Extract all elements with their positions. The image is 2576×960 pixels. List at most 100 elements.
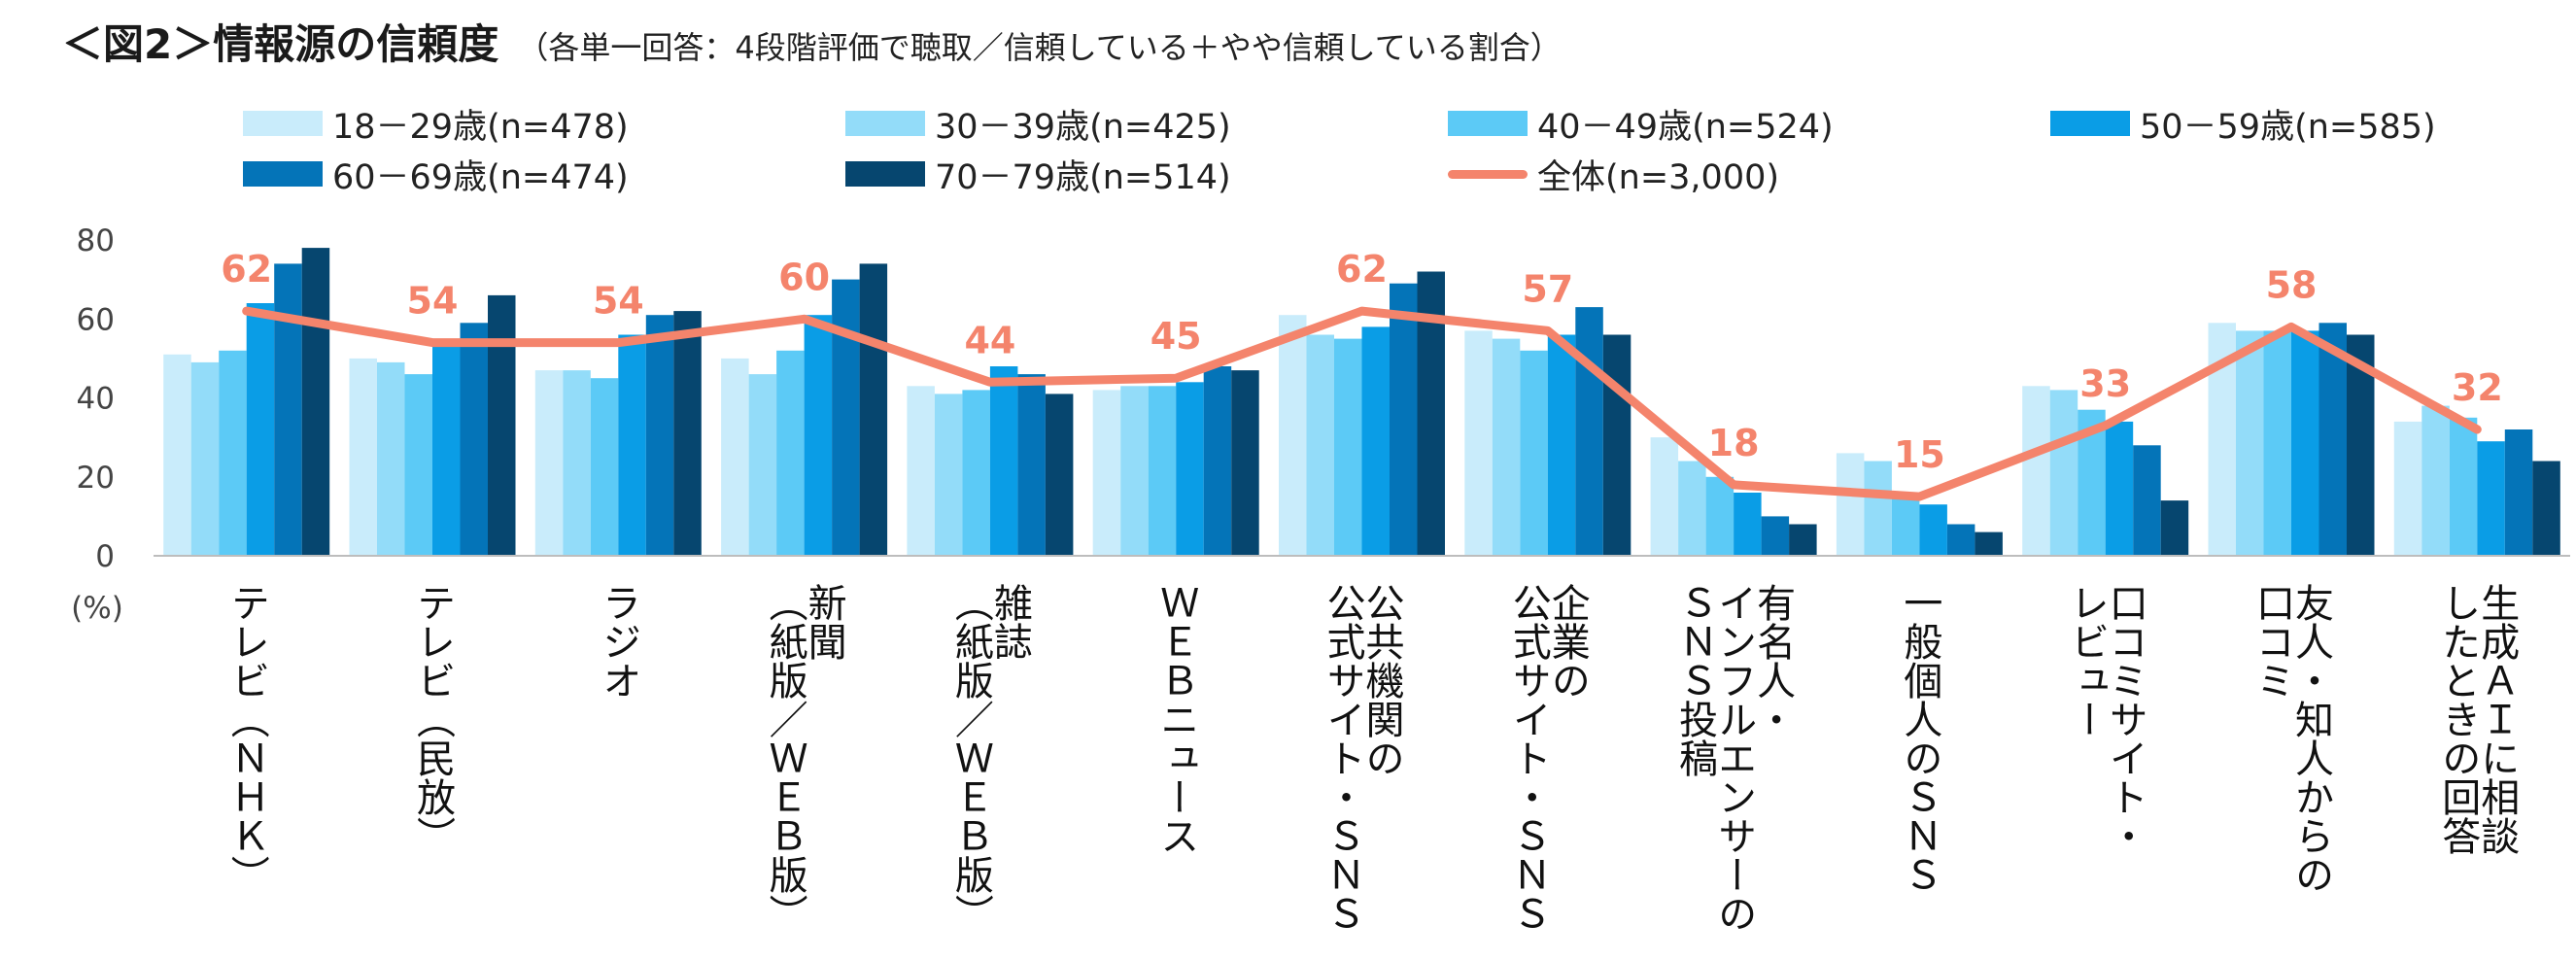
legend-swatch (845, 111, 925, 136)
total-data-label: 58 (2266, 263, 2318, 306)
category-label: 公式サイト・ＳＮＳ (1321, 583, 1365, 933)
bar (163, 354, 191, 556)
bar (1231, 370, 1259, 556)
bar (2532, 461, 2560, 556)
bar (2022, 386, 2050, 556)
bar (2449, 417, 2478, 556)
bar (934, 394, 963, 556)
bar (721, 358, 749, 556)
bar (2477, 441, 2505, 556)
total-data-label: 54 (593, 280, 644, 323)
category-label: テレビ（民放） (410, 583, 456, 855)
total-line (242, 306, 2482, 501)
total-data-label: 62 (221, 248, 272, 291)
bar (274, 263, 302, 556)
chart-title: ＜図2＞情報源の信頼度 （各単一回答：4段階評価で聴取／信頼している＋やや信頼し… (62, 12, 1562, 71)
legend-label: 18－29歳(n=478) (332, 107, 629, 147)
category-label: ＷＥＢニュース (1153, 583, 1198, 855)
bar (1705, 476, 1735, 557)
category-label: （紙版／ＷＥＢ版） (763, 583, 808, 933)
bar (1520, 350, 1548, 557)
category-label: インフルエンサーの (1711, 583, 1756, 933)
category-label: 企業の (1545, 583, 1590, 700)
legend: 18－29歳(n=478) 30－39歳(n=425) 40－49歳(n=524… (243, 99, 2536, 206)
bar (2393, 421, 2422, 556)
legend-swatch (845, 161, 925, 187)
total-data-label: 44 (964, 319, 1015, 361)
legend-item-70-79: 70－79歳(n=514) (845, 150, 1231, 198)
bar (1575, 307, 1603, 556)
legend-swatch (243, 111, 323, 136)
category-label: 一般個人のＳＮＳ (1897, 583, 1942, 894)
category-label: 生成ＡＩに相談 (2474, 583, 2519, 855)
category-label: レビュー (2064, 583, 2109, 738)
category-label: 新聞 (802, 583, 846, 661)
legend-label: 30－39歳(n=425) (935, 107, 1231, 147)
legend-item-total: 全体(n=3,000) (1448, 150, 1779, 198)
category-label: ＳＮＳ投稿 (1672, 583, 1717, 777)
bar (2105, 421, 2134, 556)
legend-line (1448, 169, 1528, 179)
category-label: 雑誌 (987, 583, 1032, 661)
bar (2421, 405, 2450, 556)
bar (563, 370, 591, 556)
bar (1946, 524, 1975, 556)
bar (1650, 437, 1679, 556)
bar (349, 358, 377, 556)
total-data-label: 15 (1894, 433, 1945, 476)
bar (219, 350, 247, 557)
legend-item-40-49: 40－49歳(n=524) (1448, 99, 1834, 148)
bar (301, 248, 330, 556)
bar (2318, 323, 2347, 556)
bar (1761, 516, 1790, 556)
legend-label: 60－69歳(n=474) (332, 157, 629, 197)
bar (748, 374, 777, 556)
bar (989, 366, 1018, 556)
legend-item-30-39: 30－39歳(n=425) (845, 99, 1231, 148)
bar (1492, 338, 1521, 556)
y-unit-label: (%) (71, 591, 123, 626)
bar (1279, 315, 1307, 556)
bar (2236, 330, 2264, 556)
category-label: 口コミサイト・ (2103, 583, 2147, 855)
category-label: 有名人・ (1750, 583, 1795, 738)
bar (1789, 524, 1817, 556)
bar (1120, 386, 1149, 556)
bar (804, 315, 833, 556)
y-tick-label: 40 (77, 382, 115, 417)
bar (404, 374, 432, 556)
category-label: 公共機関の (1359, 583, 1404, 777)
bar (1390, 283, 1418, 556)
bar (907, 386, 935, 556)
bar (2049, 390, 2078, 556)
category-label: （紙版／ＷＥＢ版） (948, 583, 994, 933)
total-data-label: 18 (1708, 422, 1760, 464)
total-data-label: 45 (1151, 315, 1202, 358)
bar (1864, 461, 1892, 556)
bar (1464, 330, 1493, 556)
bar (1919, 504, 1947, 556)
bar (1176, 382, 1204, 557)
total-data-label: 54 (407, 280, 459, 323)
y-tick-label: 80 (77, 223, 115, 258)
bar (1045, 394, 1074, 556)
bar (832, 279, 860, 556)
bar (2504, 429, 2533, 556)
bar (2133, 445, 2161, 557)
legend-label: 全体(n=3,000) (1537, 157, 1780, 197)
category-label: ラジオ (596, 583, 640, 700)
bar (2263, 330, 2291, 556)
bar (1092, 390, 1121, 556)
category-label: 公式サイト・ＳＮＳ (1506, 583, 1551, 933)
legend-label: 70－79歳(n=514) (935, 157, 1231, 197)
bar (1734, 493, 1762, 556)
chart-title-subtitle: （各単一回答：4段階評価で聴取／信頼している＋やや信頼している割合） (517, 29, 1562, 66)
legend-item-60-69: 60－69歳(n=474) (243, 150, 629, 198)
bar (1334, 338, 1362, 556)
category-label: 口コミ (2250, 583, 2294, 700)
legend-swatch (243, 161, 323, 187)
bar (1547, 334, 1576, 556)
bar (2160, 500, 2189, 556)
category-label: したときの回答 (2435, 583, 2480, 855)
